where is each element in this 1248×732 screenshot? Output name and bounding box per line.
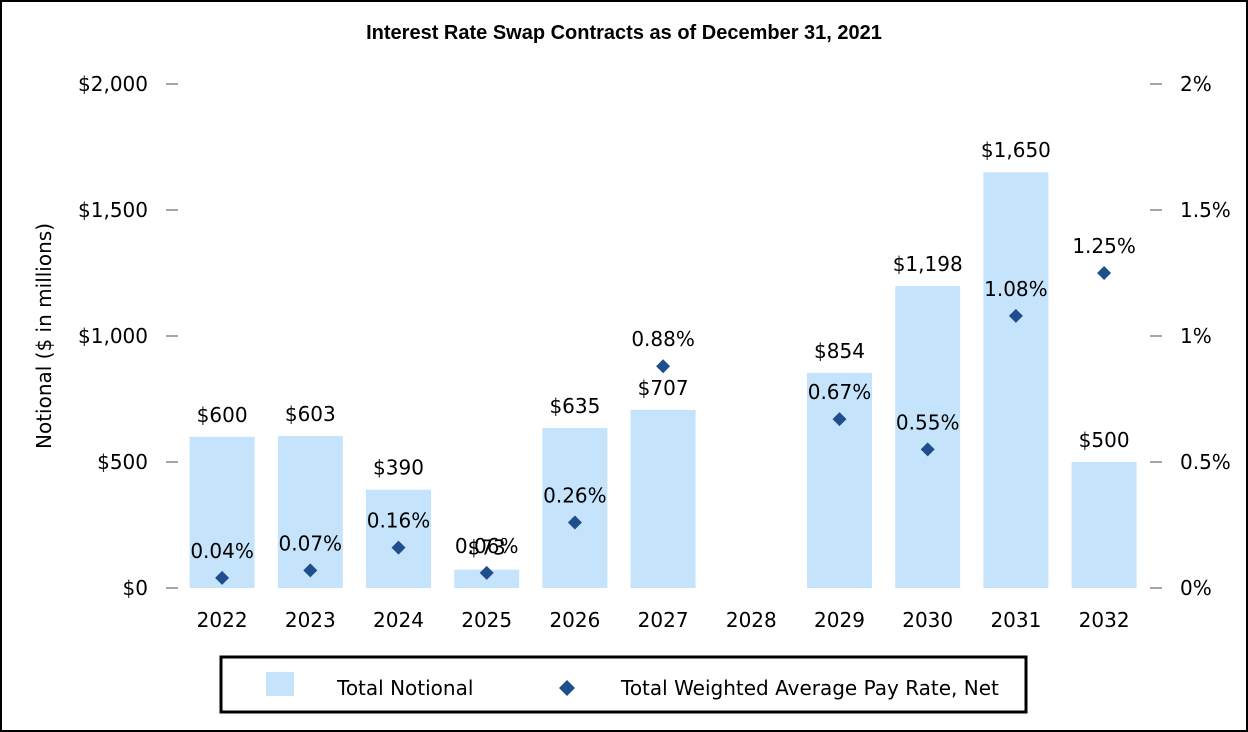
left-tick-label: $1,500	[78, 198, 148, 222]
y-axis-label: Notional ($ in millions)	[32, 223, 56, 449]
bar-total-notional	[542, 427, 608, 588]
x-tick-label: 2024	[373, 608, 424, 632]
bar-data-label: $1,650	[981, 138, 1051, 162]
bar-total-notional	[807, 372, 872, 588]
bar-labels-group: $600 $603 $390 $73 $635 $707 $854 $1,198 $1,650 $…	[197, 138, 1130, 559]
marker-data-label: 0.04%	[190, 539, 254, 563]
left-tick-label: $2,000	[78, 72, 148, 96]
markers-group	[215, 266, 1112, 585]
right-tick-label: 0%	[1180, 576, 1212, 600]
left-axis-ticks: $0 $500 $1,000 $1,500 $2,000	[78, 72, 178, 600]
right-tick-label: 0.5%	[1180, 450, 1231, 474]
marker-data-label: 0.26%	[543, 483, 607, 507]
legend-swatch-total-notional	[266, 672, 294, 696]
bar-data-label: $600	[197, 403, 248, 427]
left-tick-label: $0	[123, 576, 148, 600]
marker-data-label: 0.07%	[279, 531, 343, 555]
bar-data-label: $500	[1079, 428, 1130, 452]
marker-pay-rate	[656, 359, 671, 374]
bar-data-label: $390	[373, 456, 424, 480]
marker-data-label: 0.88%	[631, 327, 695, 351]
x-tick-label: 2030	[902, 608, 953, 632]
marker-pay-rate	[1097, 266, 1112, 280]
x-tick-label: 2022	[197, 608, 248, 632]
x-tick-label: 2027	[638, 608, 689, 632]
marker-data-label: 1.25%	[1072, 234, 1136, 258]
x-tick-label: 2031	[990, 608, 1041, 632]
bar-data-label: $854	[814, 339, 865, 363]
x-tick-label: 2029	[814, 608, 865, 632]
x-tick-label: 2023	[285, 608, 336, 632]
marker-data-label: 0.16%	[367, 509, 431, 533]
marker-pay-rate	[567, 515, 582, 530]
bar-data-label: $1,198	[893, 252, 963, 276]
legend-label-total-notional: Total Notional	[336, 676, 473, 700]
x-tick-label: 2026	[549, 608, 600, 632]
bar-data-label: $73	[468, 536, 506, 560]
x-tick-label: 2025	[461, 608, 512, 632]
right-axis-ticks: 0% 0.5% 1% 1.5% 2%	[1150, 72, 1231, 600]
right-tick-label: 1%	[1180, 324, 1212, 348]
legend: Total Notional Total Weighted Average Pa…	[219, 655, 1028, 714]
left-tick-label: $1,000	[78, 324, 148, 348]
marker-pay-rate	[1008, 308, 1023, 323]
chart-title: Interest Rate Swap Contracts as of Decem…	[366, 22, 882, 44]
right-tick-label: 2%	[1180, 72, 1212, 96]
x-tick-label: 2028	[726, 608, 777, 632]
legend-box	[219, 655, 1028, 714]
marker-pay-rate	[479, 565, 494, 580]
bar-total-notional	[189, 436, 255, 588]
marker-data-label: 0.67%	[808, 380, 872, 404]
bar-total-notional	[895, 286, 961, 588]
marker-data-label: 1.08%	[984, 277, 1048, 301]
marker-pay-rate	[391, 540, 406, 555]
marker-labels-group: 0.04% 0.07% 0.16% 0.06% 0.26% 0.88% 0.67% 0.55%…	[190, 234, 1136, 563]
bar-data-label: $707	[638, 376, 689, 400]
bar-total-notional	[630, 409, 696, 588]
x-tick-label: 2032	[1079, 608, 1130, 632]
marker-data-label: 0.06%	[455, 534, 519, 558]
x-axis-ticks: 2022 2023 2024 2025 2026 2027 2028 2029 2030 2031…	[197, 608, 1130, 632]
marker-pay-rate	[303, 563, 318, 578]
bar-data-label: $635	[549, 394, 600, 418]
marker-pay-rate	[832, 412, 847, 427]
bars-group	[189, 172, 1137, 588]
bar-total-notional	[983, 172, 1049, 588]
left-tick-label: $500	[97, 450, 148, 474]
right-tick-label: 1.5%	[1180, 198, 1231, 222]
bar-total-notional	[277, 436, 343, 588]
marker-pay-rate	[920, 442, 935, 457]
bar-data-label: $603	[285, 402, 336, 426]
legend-swatch-pay-rate	[559, 680, 575, 696]
bar-total-notional	[366, 489, 431, 588]
marker-data-label: 0.55%	[896, 410, 960, 434]
bar-total-notional	[1071, 462, 1137, 588]
marker-pay-rate	[215, 570, 230, 585]
legend-label-pay-rate: Total Weighted Average Pay Rate, Net	[620, 676, 999, 700]
